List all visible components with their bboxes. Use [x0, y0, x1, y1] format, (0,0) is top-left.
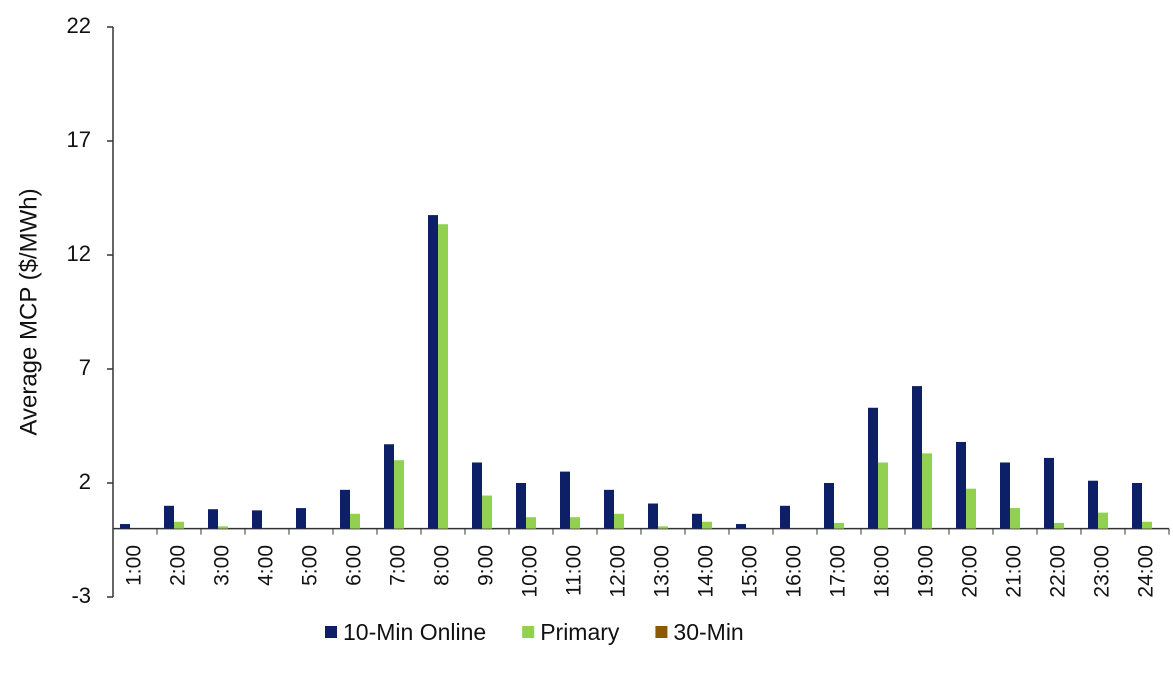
bar [560, 471, 570, 529]
y-tick-label: 7 [79, 355, 91, 380]
y-tick-label: 12 [67, 241, 91, 266]
bar [394, 460, 404, 529]
bar [736, 524, 746, 529]
x-tick-label: 23:00 [1091, 545, 1114, 598]
bar [648, 503, 658, 529]
bar [174, 521, 184, 529]
x-tick-label: 13:00 [651, 545, 674, 598]
x-tick-label: 24:00 [1135, 545, 1158, 598]
x-tick-label: 11:00 [563, 545, 586, 596]
x-tick-label: 9:00 [475, 545, 498, 586]
x-tick-label: 19:00 [915, 545, 938, 598]
bar [912, 386, 922, 529]
x-tick-label: 5:00 [299, 545, 322, 586]
x-tick-label: 6:00 [343, 545, 366, 586]
bar [296, 508, 306, 529]
x-tick-label: 21:00 [1003, 545, 1026, 598]
bar [1132, 483, 1142, 529]
bar [922, 453, 932, 529]
x-tick-label: 2:00 [167, 545, 190, 586]
x-tick-label: 10:00 [519, 545, 542, 598]
legend: 10-Min Online Primary 30-Min [325, 619, 744, 645]
bar [1044, 457, 1054, 529]
x-tick-label: 17:00 [827, 545, 850, 598]
x-tick-label: 14:00 [695, 545, 718, 598]
bar [1054, 522, 1064, 529]
x-tick-label: 22:00 [1047, 545, 1070, 598]
bar [350, 513, 360, 529]
legend-swatch [325, 626, 337, 638]
bar [1010, 508, 1020, 529]
bar [208, 509, 218, 529]
y-tick-label: 2 [79, 469, 91, 494]
bar [780, 505, 790, 529]
x-tick-label: 1:00 [123, 545, 146, 586]
bar [956, 441, 966, 529]
bar [384, 444, 394, 529]
bar [526, 517, 536, 529]
bar [340, 489, 350, 529]
bar [878, 462, 888, 529]
x-tick-label: 12:00 [607, 545, 630, 598]
bar [692, 513, 702, 529]
legend-label: 30-Min [673, 619, 743, 645]
bar [482, 495, 492, 529]
bar [702, 521, 712, 529]
bar [1088, 480, 1098, 529]
bar [218, 526, 228, 529]
bar [868, 407, 878, 529]
x-tick-label: 15:00 [739, 545, 762, 598]
bar [164, 505, 174, 529]
x-tick-label: 16:00 [783, 545, 806, 598]
bar [1142, 521, 1152, 529]
bar [966, 488, 976, 529]
x-tick-label: 18:00 [871, 545, 894, 598]
bar [428, 215, 438, 529]
x-tick-label: 3:00 [211, 545, 234, 586]
legend-swatch [655, 626, 668, 638]
x-tick-label: 20:00 [959, 545, 982, 598]
bar [438, 224, 448, 529]
bar [834, 522, 844, 529]
legend-label: 10-Min Online [343, 619, 486, 645]
legend-label: Primary [540, 619, 620, 645]
bar [472, 462, 482, 529]
bar [570, 517, 580, 529]
x-tick-label: 4:00 [255, 545, 278, 586]
x-tick-label: 7:00 [387, 545, 410, 586]
y-tick-label: 22 [67, 13, 91, 38]
bar [1000, 462, 1010, 529]
bar [658, 526, 668, 529]
y-tick-label: 17 [67, 127, 91, 152]
bar [604, 489, 614, 529]
y-axis-label: Average MCP ($/MWh) [15, 188, 42, 435]
bar [824, 483, 834, 529]
x-tick-label: 8:00 [431, 545, 454, 586]
bar [614, 513, 624, 529]
bar [516, 483, 526, 529]
y-tick-label: -3 [71, 583, 91, 608]
legend-swatch [522, 626, 535, 638]
bar [120, 524, 130, 529]
bar [1098, 512, 1108, 529]
bar [252, 510, 262, 529]
